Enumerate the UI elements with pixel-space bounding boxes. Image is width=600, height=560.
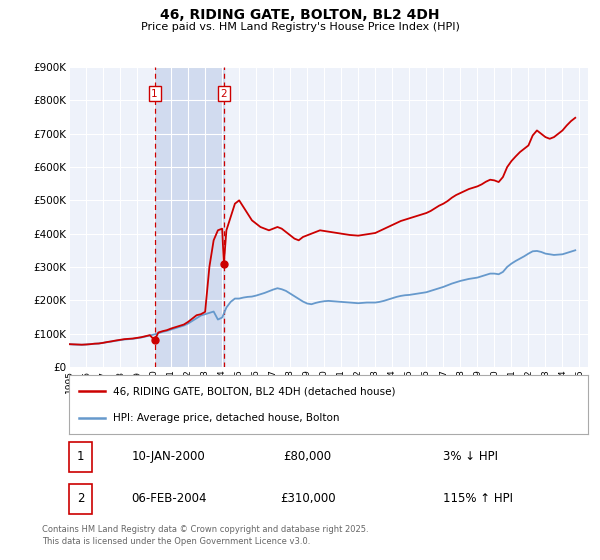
Text: Price paid vs. HM Land Registry's House Price Index (HPI): Price paid vs. HM Land Registry's House … (140, 22, 460, 32)
Text: Contains HM Land Registry data © Crown copyright and database right 2025.
This d: Contains HM Land Registry data © Crown c… (42, 525, 368, 546)
Text: £80,000: £80,000 (284, 450, 332, 464)
Text: 46, RIDING GATE, BOLTON, BL2 4DH: 46, RIDING GATE, BOLTON, BL2 4DH (160, 8, 440, 22)
FancyBboxPatch shape (69, 442, 92, 472)
Text: 46, RIDING GATE, BOLTON, BL2 4DH (detached house): 46, RIDING GATE, BOLTON, BL2 4DH (detach… (113, 386, 395, 396)
Text: 115% ↑ HPI: 115% ↑ HPI (443, 492, 512, 506)
Bar (155, 67, 224, 367)
Text: 1: 1 (151, 89, 158, 99)
Text: 1: 1 (77, 450, 85, 464)
Text: £310,000: £310,000 (280, 492, 335, 506)
Text: 2: 2 (77, 492, 85, 506)
Text: 2: 2 (221, 89, 227, 99)
Text: 10-JAN-2000: 10-JAN-2000 (131, 450, 205, 464)
Text: 06-FEB-2004: 06-FEB-2004 (131, 492, 207, 506)
FancyBboxPatch shape (69, 484, 92, 514)
Text: 3% ↓ HPI: 3% ↓ HPI (443, 450, 497, 464)
Text: HPI: Average price, detached house, Bolton: HPI: Average price, detached house, Bolt… (113, 413, 340, 423)
